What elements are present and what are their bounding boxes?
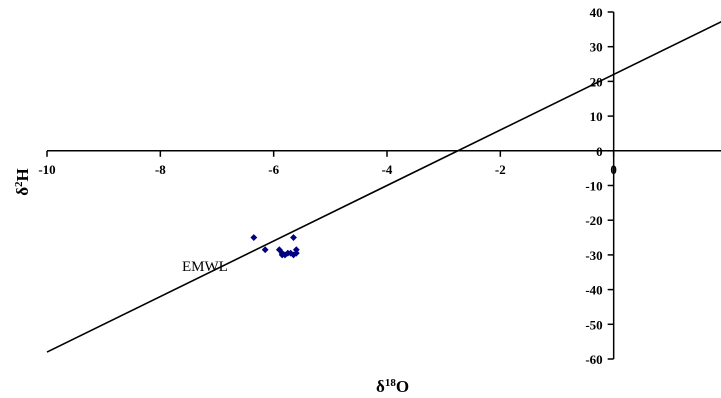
y-tick-label: 0: [596, 144, 603, 159]
y-tick-label: -50: [585, 317, 602, 332]
y-tick-label: -40: [585, 283, 602, 298]
y-axis-title-sup: 2: [13, 181, 25, 187]
x-tick-label: -2: [495, 162, 506, 177]
y-tick-label: 10: [590, 109, 603, 124]
y-axis-title-tail: H: [13, 168, 32, 181]
data-point: [292, 249, 300, 257]
emwl-line: [46, 20, 721, 353]
x-axis-title: δ18O: [376, 377, 409, 396]
x-tick-label: -8: [155, 162, 166, 177]
data-point: [261, 246, 269, 254]
axes: [46, 11, 721, 360]
x-tick-label: -10: [38, 162, 55, 177]
y-tick-label: -60: [585, 352, 602, 367]
x-tick-label: -6: [268, 162, 279, 177]
y-tick-label: 30: [590, 40, 603, 55]
y-tick-label: -30: [585, 248, 602, 263]
data-point: [290, 234, 297, 241]
data-points-layer: [250, 234, 300, 259]
emwl-annotation: EMWL: [182, 259, 228, 275]
x-tick-label: -4: [382, 162, 393, 177]
y-axis-title-base: δ: [13, 187, 32, 196]
x-axis-title-tail: O: [396, 377, 409, 396]
regression-line-layer: [46, 20, 721, 353]
y-tick-label: 20: [590, 74, 603, 89]
data-point: [287, 249, 295, 257]
y-tick-label: 40: [590, 5, 603, 20]
data-point: [250, 234, 258, 241]
y-tick-label: -10: [585, 179, 602, 194]
y-axis-title: δ2H: [13, 168, 32, 196]
tick-labels-layer: -10-8-6-4-202403020100-10-20-30-40-50-60: [38, 5, 617, 367]
x-tick-label: 0: [610, 162, 617, 177]
x-axis-title-sup: 18: [385, 377, 397, 389]
y-tick-label: -20: [585, 213, 602, 228]
x-axis-title-base: δ: [376, 377, 385, 396]
